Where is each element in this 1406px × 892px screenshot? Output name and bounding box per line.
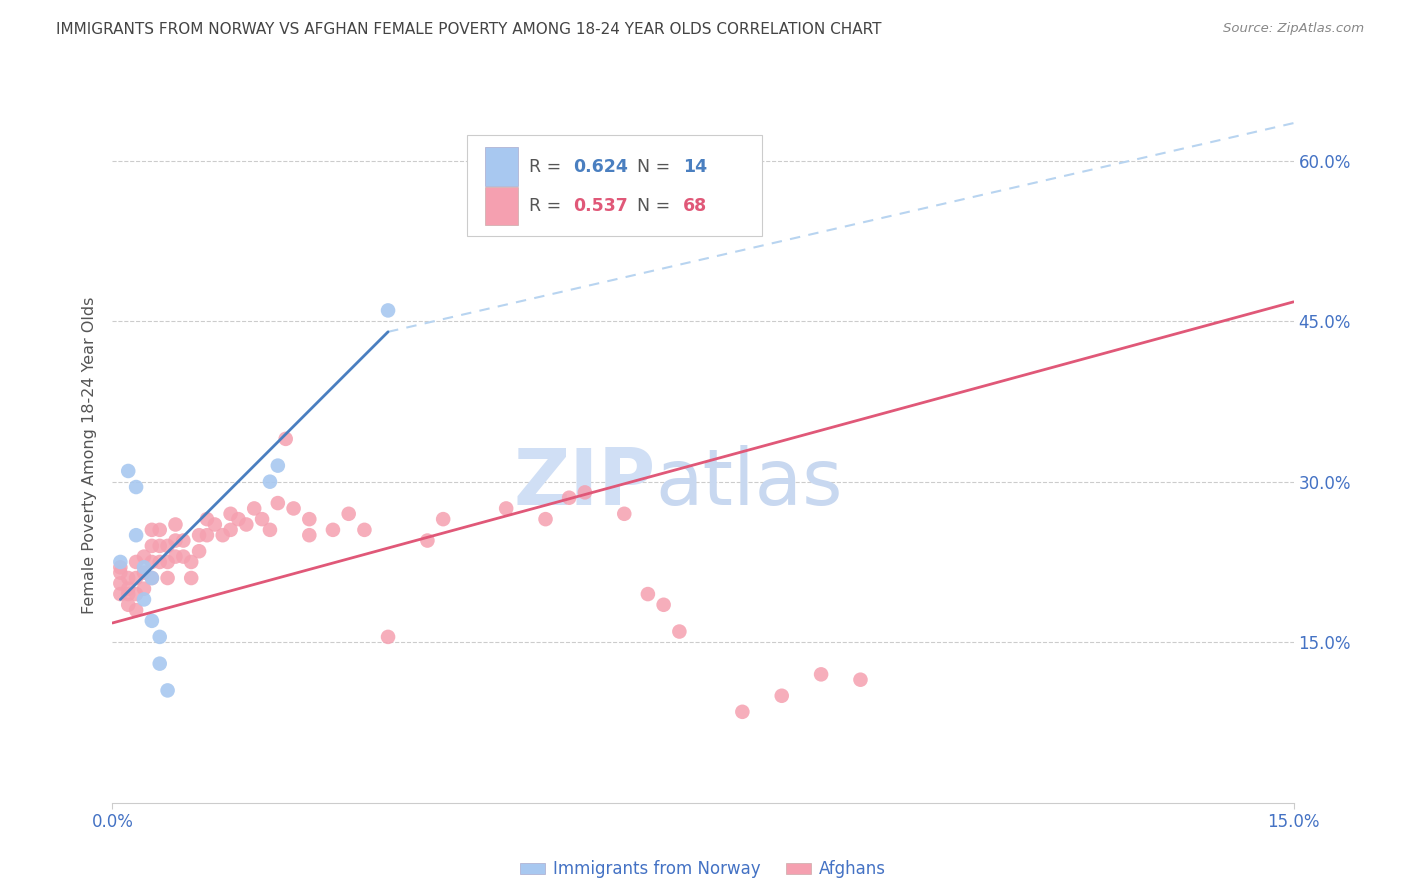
Point <box>156 683 179 698</box>
Text: R =: R = <box>530 158 567 176</box>
Point <box>141 539 163 553</box>
Point <box>416 533 439 548</box>
Point <box>132 549 155 564</box>
Point <box>165 549 187 564</box>
Point <box>110 555 132 569</box>
Point <box>141 571 163 585</box>
Point <box>117 464 139 478</box>
Point <box>141 614 163 628</box>
Point <box>117 598 139 612</box>
Point <box>219 523 242 537</box>
Point <box>652 598 675 612</box>
Text: 0.624: 0.624 <box>574 158 628 176</box>
Point <box>770 689 793 703</box>
Point <box>165 533 187 548</box>
Point <box>377 303 399 318</box>
Text: atlas: atlas <box>655 445 844 521</box>
Point <box>322 523 344 537</box>
Point <box>574 485 596 500</box>
Point <box>432 512 454 526</box>
Point <box>141 571 163 585</box>
Point <box>132 560 155 574</box>
Point <box>117 571 139 585</box>
Point <box>132 592 155 607</box>
Point <box>274 432 297 446</box>
Text: 14: 14 <box>683 158 707 176</box>
Point <box>125 603 148 617</box>
Point <box>149 523 172 537</box>
Point <box>156 539 179 553</box>
Point <box>849 673 872 687</box>
Point <box>250 512 273 526</box>
Point <box>219 507 242 521</box>
Point <box>149 539 172 553</box>
Point <box>117 582 139 596</box>
FancyBboxPatch shape <box>485 147 517 186</box>
FancyBboxPatch shape <box>485 186 517 225</box>
Point <box>165 517 187 532</box>
Point <box>125 555 148 569</box>
Point <box>188 528 211 542</box>
Point <box>110 560 132 574</box>
Point <box>810 667 832 681</box>
Point <box>495 501 517 516</box>
Point <box>235 517 257 532</box>
Point <box>125 571 148 585</box>
Point <box>613 507 636 521</box>
Point <box>211 528 233 542</box>
Legend: Immigrants from Norway, Afghans: Immigrants from Norway, Afghans <box>513 854 893 885</box>
Point <box>110 566 132 580</box>
Point <box>267 496 290 510</box>
Text: R =: R = <box>530 197 567 215</box>
Point <box>534 512 557 526</box>
Point <box>156 571 179 585</box>
Text: N =: N = <box>626 197 676 215</box>
Point <box>731 705 754 719</box>
Point <box>668 624 690 639</box>
Point <box>125 528 148 542</box>
Point <box>180 571 202 585</box>
Point <box>172 533 194 548</box>
Point <box>149 657 172 671</box>
Point <box>243 501 266 516</box>
Point <box>228 512 250 526</box>
Point <box>558 491 581 505</box>
Point <box>298 528 321 542</box>
Point <box>353 523 375 537</box>
Point <box>141 555 163 569</box>
Text: ZIP: ZIP <box>513 445 655 521</box>
Point <box>298 512 321 526</box>
Point <box>156 555 179 569</box>
Point <box>267 458 290 473</box>
Point <box>637 587 659 601</box>
Text: N =: N = <box>626 158 676 176</box>
Text: IMMIGRANTS FROM NORWAY VS AFGHAN FEMALE POVERTY AMONG 18-24 YEAR OLDS CORRELATIO: IMMIGRANTS FROM NORWAY VS AFGHAN FEMALE … <box>56 22 882 37</box>
Point <box>125 480 148 494</box>
Point <box>259 475 281 489</box>
Point <box>172 549 194 564</box>
Text: 0.537: 0.537 <box>574 197 628 215</box>
Point <box>125 587 148 601</box>
Point <box>149 555 172 569</box>
Point <box>337 507 360 521</box>
Point <box>195 528 218 542</box>
Point <box>132 566 155 580</box>
Point <box>259 523 281 537</box>
Point <box>204 517 226 532</box>
Point <box>195 512 218 526</box>
Point <box>110 587 132 601</box>
Point <box>188 544 211 558</box>
Text: 68: 68 <box>683 197 707 215</box>
FancyBboxPatch shape <box>467 135 762 235</box>
Point <box>149 630 172 644</box>
Text: Source: ZipAtlas.com: Source: ZipAtlas.com <box>1223 22 1364 36</box>
Point <box>283 501 305 516</box>
Point <box>180 555 202 569</box>
Point <box>377 630 399 644</box>
Y-axis label: Female Poverty Among 18-24 Year Olds: Female Poverty Among 18-24 Year Olds <box>82 296 97 614</box>
Point <box>117 587 139 601</box>
Point <box>141 523 163 537</box>
Point <box>110 576 132 591</box>
Point <box>132 582 155 596</box>
